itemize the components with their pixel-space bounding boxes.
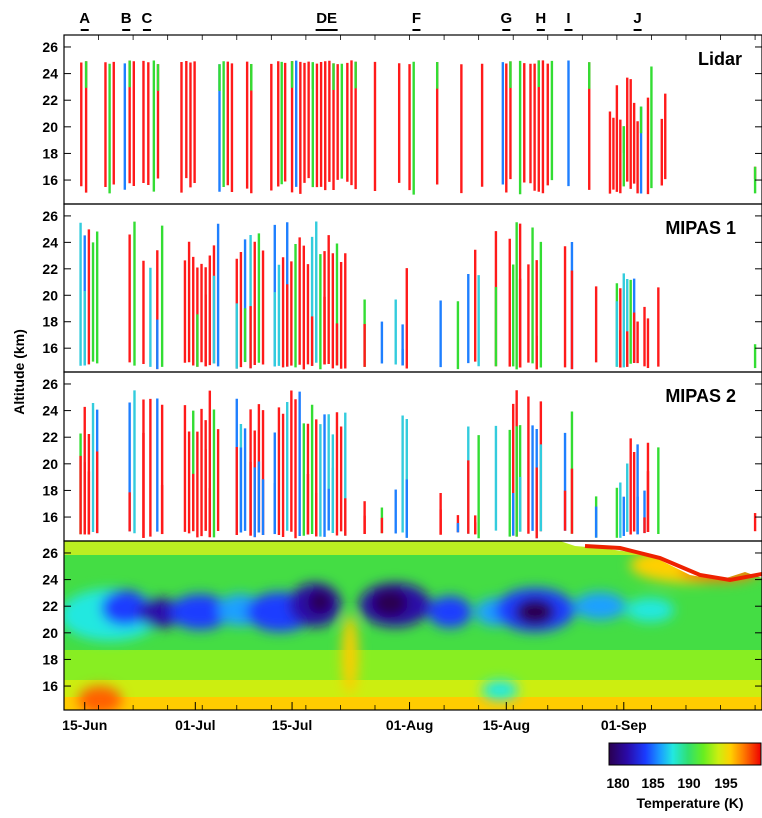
y-tick-label: 22 bbox=[42, 598, 58, 614]
y-tick-label: 16 bbox=[42, 509, 58, 525]
event-label-f: F bbox=[412, 10, 421, 27]
x-tick-label: 01-Aug bbox=[386, 717, 433, 733]
y-tick-label: 24 bbox=[42, 66, 58, 82]
colorbar-tick-180: 180 bbox=[606, 775, 630, 791]
heatmap-area bbox=[64, 541, 762, 710]
y-tick-label: 16 bbox=[42, 678, 58, 694]
event-label-b: B bbox=[121, 10, 132, 27]
event-label-a: A bbox=[79, 10, 90, 27]
y-tick-label: 18 bbox=[42, 482, 58, 498]
y-tick-label: 26 bbox=[42, 376, 58, 392]
event-label-j: J bbox=[633, 10, 641, 27]
axes-layer: 16 18 20 22 24 26 16 18 20 22 24 26 16 18 20 22 24 26 16 18… bbox=[42, 10, 762, 733]
y-tick-label: 24 bbox=[42, 403, 58, 419]
y-tick-label: 16 bbox=[42, 340, 58, 356]
y-tick-label: 24 bbox=[42, 572, 58, 588]
x-tick-label: 15-Aug bbox=[483, 717, 530, 733]
colorbar-tick-195: 195 bbox=[714, 775, 738, 791]
panel-label-mipas2: MIPAS 2 bbox=[665, 386, 736, 406]
y-tick-label: 20 bbox=[42, 119, 58, 135]
y-tick-label: 18 bbox=[42, 314, 58, 330]
panel-label-mipas1: MIPAS 1 bbox=[665, 218, 736, 238]
event-label-g: G bbox=[500, 10, 512, 27]
y-tick-label: 26 bbox=[42, 208, 58, 224]
y-tick-label: 26 bbox=[42, 545, 58, 561]
y-tick-label: 22 bbox=[42, 261, 58, 277]
x-tick-label: 01-Jul bbox=[175, 717, 215, 733]
y-axis-label: Altitude (km) bbox=[11, 329, 27, 415]
bars-layer bbox=[79, 60, 757, 539]
y-tick-label: 20 bbox=[42, 625, 58, 641]
y-tick-label: 24 bbox=[42, 234, 58, 250]
x-tick-label: 15-Jun bbox=[62, 717, 107, 733]
y-tick-label: 22 bbox=[42, 429, 58, 445]
y-tick-label: 22 bbox=[42, 92, 58, 108]
x-tick-label: 15-Jul bbox=[272, 717, 312, 733]
event-label-c: C bbox=[142, 10, 153, 27]
y-tick-label: 18 bbox=[42, 651, 58, 667]
y-tick-label: 20 bbox=[42, 456, 58, 472]
colorbar bbox=[608, 742, 762, 766]
panel-label-lidar: Lidar bbox=[698, 49, 742, 69]
y-tick-label: 20 bbox=[42, 287, 58, 303]
y-tick-label: 18 bbox=[42, 145, 58, 161]
colorbar-tick-185: 185 bbox=[641, 775, 665, 791]
colorbar-tick-190: 190 bbox=[677, 775, 701, 791]
event-label-h: H bbox=[535, 10, 546, 27]
x-tick-label: 01-Sep bbox=[601, 717, 647, 733]
event-label-i: I bbox=[566, 10, 570, 27]
event-label-de: DE bbox=[316, 10, 337, 27]
colorbar-label: Temperature (K) bbox=[636, 795, 743, 811]
y-tick-label: 26 bbox=[42, 39, 58, 55]
panel-frame-temperature bbox=[63, 540, 762, 711]
y-tick-label: 16 bbox=[42, 172, 58, 188]
